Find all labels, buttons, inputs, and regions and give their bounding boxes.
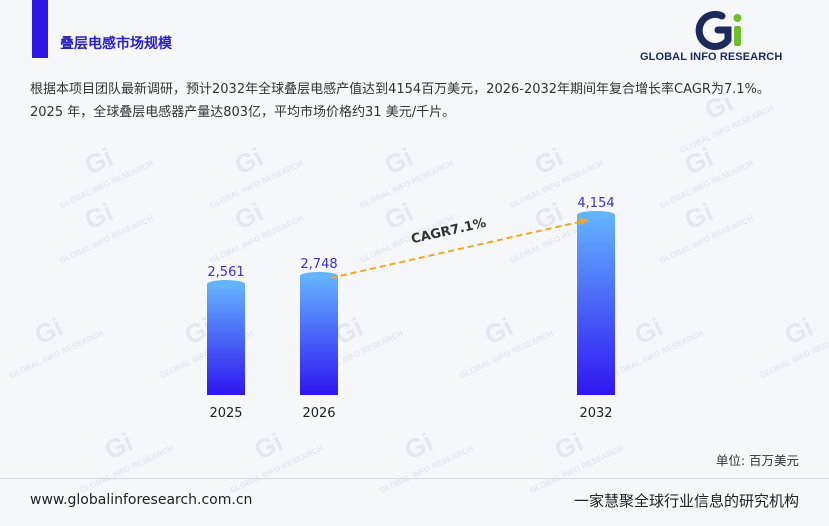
bar-cap-2026 [300,271,338,280]
cagr-arrow-head [579,217,588,226]
category-label-2026: 2026 [302,406,335,421]
cagr-arrow-line [330,219,589,279]
svg-text:GLOBAL INFO RESEARCH: GLOBAL INFO RESEARCH [78,444,175,495]
logo-text: GLOBAL INFO RESEARCH [640,51,783,63]
section-title: 叠层电感市场规模 [60,36,172,52]
svg-text:Gi: Gi [100,427,138,466]
svg-text:GLOBAL INFO RESEARCH: GLOBAL INFO RESEARCH [528,444,625,495]
svg-text:Gi: Gi [550,427,588,466]
bar-2032 [577,215,615,395]
bar-2026 [300,275,338,395]
cagr-annotation: CAGR7.1% [410,216,488,247]
svg-text:Gi: Gi [250,427,288,466]
gi-logo-icon [695,10,742,50]
bar-chart: 2,561 2025 2,748 2026 4,154 2032 CAGR7.1% [207,196,615,421]
svg-text:GLOBAL INFO RESEARCH: GLOBAL INFO RESEARCH [378,444,475,495]
category-label-2025: 2025 [209,406,242,421]
svg-text:Gi: Gi [400,427,438,466]
value-label-2026: 2,748 [300,257,337,272]
category-label-2032: 2032 [579,406,612,421]
svg-text:GLOBAL INFO RESEARCH: GLOBAL INFO RESEARCH [228,444,325,495]
footer-website: www.globalinforesearch.com.cn [30,492,253,508]
bar-2025 [207,284,245,395]
value-label-2025: 2,561 [207,265,244,280]
bar-cap-2025 [207,280,245,289]
footer-slogan: 一家慧聚全球行业信息的研究机构 [573,492,799,510]
footer-divider [0,478,829,479]
value-label-2032: 4,154 [577,196,614,211]
description-paragraph: 根据本项目团队最新调研，预计2032年全球叠层电感产值达到4154百万美元，20… [30,82,770,120]
unit-label: 单位: 百万美元 [715,453,799,468]
bar-cap-2032 [577,211,615,219]
company-logo: GLOBAL INFO RESEARCH [640,10,800,68]
header-accent-bar [32,0,48,58]
